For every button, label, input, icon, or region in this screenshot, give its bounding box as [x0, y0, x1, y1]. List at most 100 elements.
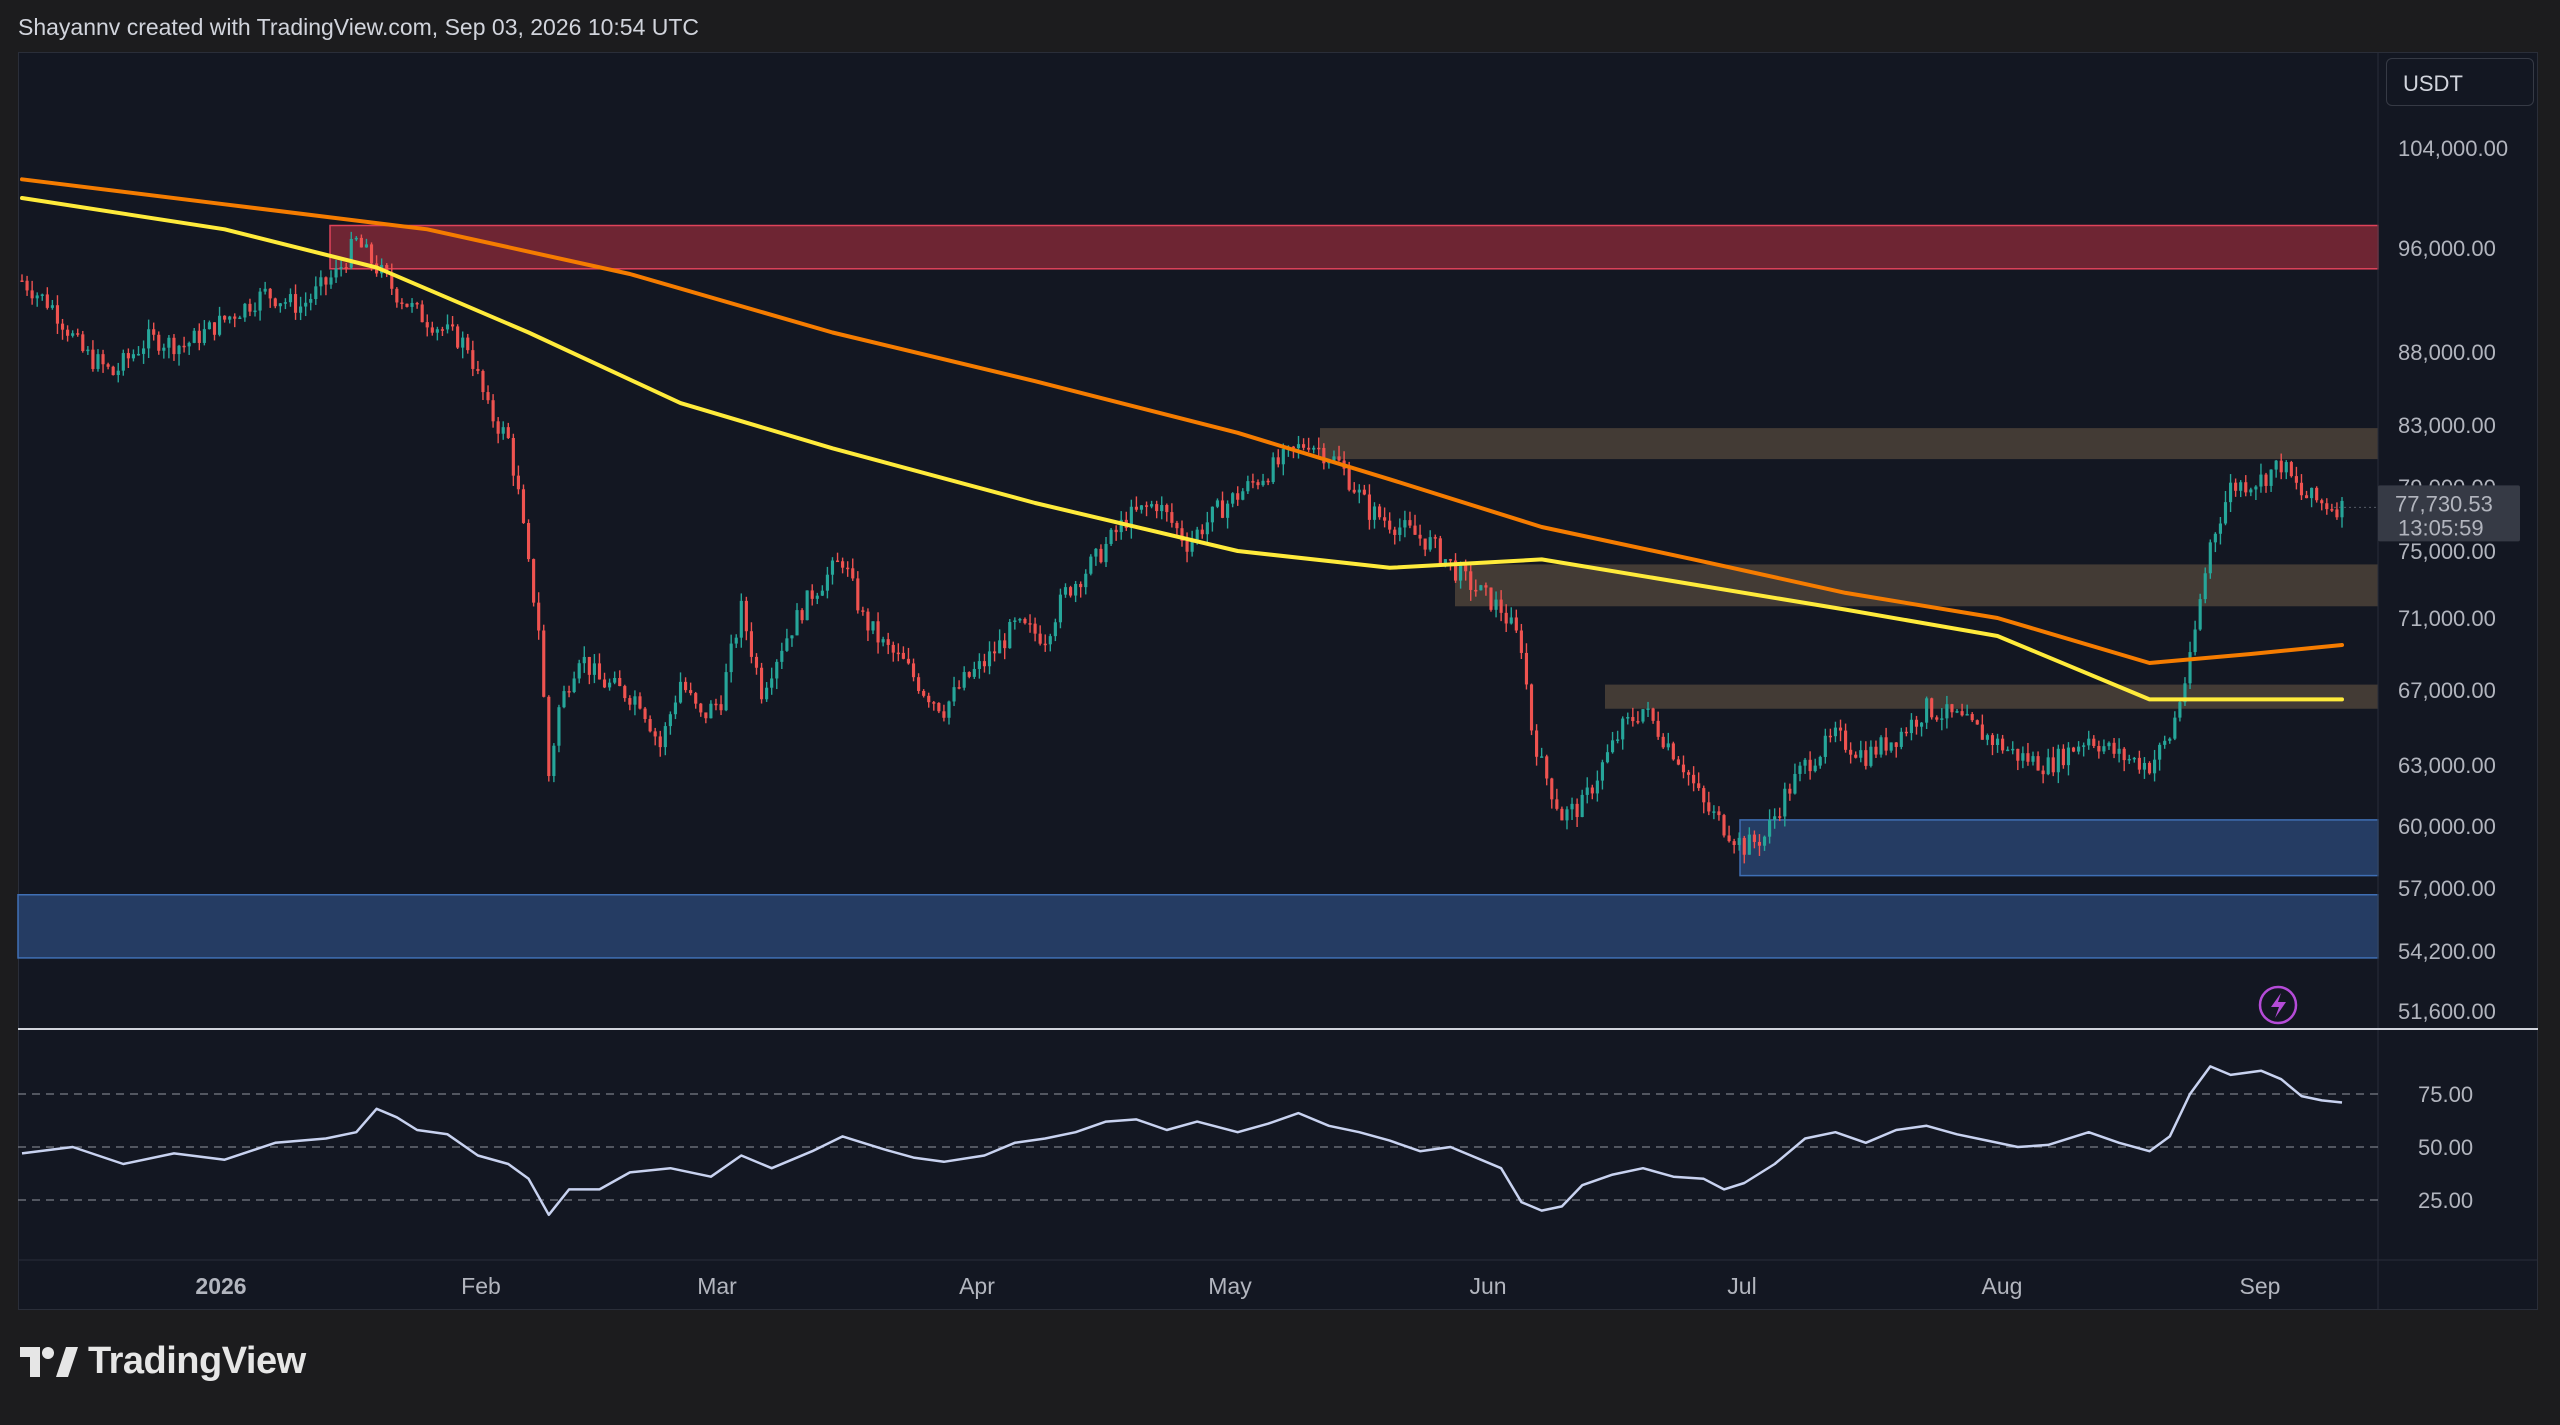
- candle-body: [212, 322, 217, 335]
- candle: [1651, 707, 1655, 724]
- candle-body: [86, 349, 90, 352]
- candle: [506, 422, 510, 439]
- candle: [1008, 618, 1012, 649]
- candle: [1003, 633, 1007, 660]
- candle-body: [2213, 533, 2217, 543]
- candle: [233, 313, 237, 328]
- candle: [131, 349, 136, 362]
- candle: [1372, 502, 1377, 529]
- candle-body: [1813, 765, 1817, 772]
- candle-body: [197, 330, 201, 343]
- price-tick-label: 88,000.00: [2398, 340, 2496, 365]
- candle: [1276, 449, 1280, 468]
- candle-body: [238, 317, 242, 320]
- candle-body: [922, 690, 926, 696]
- candle-body: [217, 315, 222, 335]
- candle: [304, 292, 308, 317]
- candle: [1215, 498, 1220, 509]
- candle-body: [182, 345, 186, 348]
- candle-body: [1398, 527, 1402, 535]
- candle: [2289, 460, 2293, 478]
- candle-body: [881, 639, 885, 643]
- price-tick-label: 54,200.00: [2398, 939, 2496, 964]
- candle: [587, 656, 591, 685]
- candle-body: [2173, 717, 2177, 739]
- candle-body: [1160, 505, 1164, 512]
- candle-body: [1828, 735, 1832, 738]
- candle: [582, 646, 586, 673]
- candle-body: [1084, 573, 1088, 588]
- candle: [430, 321, 434, 336]
- candle-body: [354, 237, 358, 240]
- candle-body: [319, 277, 323, 287]
- candle-body: [658, 736, 662, 748]
- candle: [886, 632, 890, 655]
- candle-body: [1555, 799, 1559, 809]
- candle-body: [486, 392, 490, 401]
- candle-body: [2011, 748, 2015, 751]
- candle-body: [131, 354, 136, 359]
- candle-body: [537, 602, 541, 631]
- candle: [1322, 443, 1326, 470]
- candle-body: [2112, 742, 2116, 754]
- candle: [177, 344, 181, 366]
- candle-body: [2127, 758, 2131, 761]
- candle-body: [1063, 587, 1068, 595]
- tradingview-brand[interactable]: TradingView: [20, 1340, 306, 1383]
- candle-body: [1798, 765, 1802, 774]
- candle: [2269, 469, 2273, 492]
- candle-body: [668, 714, 672, 727]
- candle: [678, 672, 683, 704]
- candle: [709, 700, 713, 719]
- candle: [1063, 583, 1068, 598]
- candle: [1671, 741, 1675, 761]
- candle: [1398, 518, 1402, 542]
- candle: [1139, 505, 1144, 514]
- candle: [1403, 510, 1407, 538]
- candle-body: [344, 267, 348, 269]
- candle-body: [1768, 819, 1772, 837]
- candle-body: [1722, 815, 1726, 836]
- candle-body: [2001, 738, 2005, 751]
- candle: [2213, 532, 2217, 553]
- candle: [435, 326, 439, 341]
- candle: [1200, 524, 1204, 539]
- candle-body: [466, 337, 470, 351]
- candle: [142, 340, 146, 364]
- candle-body: [1377, 506, 1382, 518]
- candle: [658, 730, 662, 757]
- candle: [684, 677, 688, 693]
- candle: [1605, 744, 1610, 764]
- candle: [2335, 502, 2339, 520]
- candle-body: [1686, 772, 1691, 775]
- candle: [998, 629, 1002, 654]
- candle: [1610, 731, 1615, 754]
- candle: [243, 302, 247, 322]
- candle-body: [1514, 617, 1518, 631]
- candle-body: [805, 590, 809, 621]
- candle-body: [2218, 523, 2222, 534]
- candle-body: [96, 354, 100, 369]
- candle: [694, 691, 698, 709]
- candle-body: [1616, 739, 1620, 741]
- candle: [1114, 525, 1118, 541]
- candle: [1048, 633, 1052, 652]
- candle-body: [420, 304, 424, 323]
- candle-body: [471, 350, 475, 369]
- candle-body: [1737, 837, 1741, 845]
- price-zone-neutral: [1605, 684, 2378, 709]
- currency-selector[interactable]: USDT: [2386, 58, 2534, 106]
- price-zones: [17, 224, 2379, 959]
- candle: [1844, 723, 1848, 753]
- candle: [1377, 503, 1382, 520]
- candle-body: [1985, 735, 1989, 740]
- candle-body: [1038, 633, 1042, 644]
- candle: [172, 334, 176, 361]
- candle-body: [957, 687, 961, 689]
- candle-body: [1904, 731, 1908, 734]
- price-tick-label: 96,000.00: [2398, 236, 2496, 261]
- candle: [800, 608, 804, 624]
- candle-body: [1175, 522, 1179, 529]
- candle: [66, 325, 70, 342]
